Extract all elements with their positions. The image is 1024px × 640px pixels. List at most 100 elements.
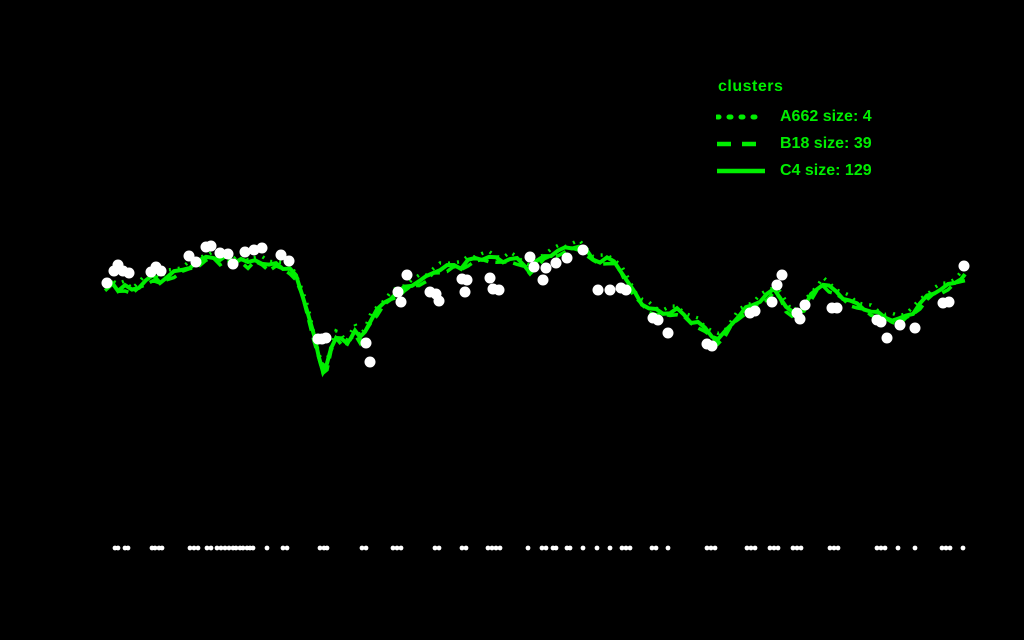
rug-dot — [607, 545, 613, 551]
data-point — [227, 258, 239, 270]
rug-dot — [159, 545, 165, 551]
rug-dot — [218, 545, 224, 551]
data-point — [239, 246, 251, 258]
data-point — [256, 242, 268, 254]
data-point — [831, 302, 843, 314]
rug-dot — [775, 545, 781, 551]
data-point — [766, 296, 778, 308]
rug-dot — [152, 545, 158, 551]
rug-dot — [708, 545, 714, 551]
data-point — [652, 314, 664, 326]
rug-dot — [359, 545, 365, 551]
data-point — [524, 251, 536, 263]
data-point — [776, 269, 788, 281]
data-point — [395, 296, 407, 308]
data-point — [662, 327, 674, 339]
rug-dot — [390, 545, 396, 551]
data-point — [799, 299, 811, 311]
rug-dot — [623, 545, 629, 551]
legend-item-label: C4 size: 129 — [780, 161, 872, 179]
legend-item-c4: C4 size: 129 — [716, 157, 872, 184]
data-point — [401, 269, 413, 281]
rug-dot — [798, 545, 804, 551]
rug-dot — [398, 545, 404, 551]
rug-dot — [394, 545, 400, 551]
data-point — [561, 252, 573, 264]
data-point — [433, 295, 445, 307]
rug-dot — [912, 545, 918, 551]
rug-dot — [233, 545, 239, 551]
data-point — [320, 332, 332, 344]
rug-dot — [831, 545, 837, 551]
rug-dot — [204, 545, 210, 551]
data-point — [550, 257, 562, 269]
data-point — [205, 240, 217, 252]
rug-dot — [485, 545, 491, 551]
rug-dot — [752, 545, 758, 551]
rug-dot — [882, 545, 888, 551]
rug-dot — [191, 545, 197, 551]
rug-dot — [125, 545, 131, 551]
trend-line-c4 — [104, 244, 967, 378]
rug-dot — [115, 545, 121, 551]
trend-line-a662 — [104, 237, 965, 368]
rug-dot — [195, 545, 201, 551]
rug-dot — [771, 545, 777, 551]
solid-line-sample-icon — [717, 168, 765, 173]
dotted-line-sample-icon — [716, 114, 766, 119]
rug-dot — [222, 545, 228, 551]
legend-item-a662: A662 size: 4 — [716, 103, 872, 130]
rug-dot — [208, 545, 214, 551]
rug-dot — [324, 545, 330, 551]
legend-title: clusters — [718, 78, 784, 95]
data-point — [493, 284, 505, 296]
rug-dot — [580, 545, 586, 551]
rug-dot — [878, 545, 884, 551]
data-point — [604, 284, 616, 296]
rug-dot — [665, 545, 671, 551]
rug-dot — [489, 545, 495, 551]
rug-dot — [280, 545, 286, 551]
rug-dot — [543, 545, 549, 551]
data-point — [275, 249, 287, 261]
rug-dot — [627, 545, 633, 551]
rug-dot — [712, 545, 718, 551]
chart-legend: clusters A662 size: 4 B18 size: 39 C4 si… — [716, 78, 872, 184]
data-point — [794, 313, 806, 325]
data-point — [706, 340, 718, 352]
data-point — [155, 265, 167, 277]
data-point — [749, 305, 761, 317]
rug-dot — [187, 545, 193, 551]
dashed-line-sample-icon — [717, 141, 765, 146]
rug-dot — [704, 545, 710, 551]
data-point — [459, 286, 471, 298]
rug-dot — [497, 545, 503, 551]
rug-dot — [553, 545, 559, 551]
data-point — [461, 274, 473, 286]
rug-dot — [835, 545, 841, 551]
rug-dot — [874, 545, 880, 551]
data-point — [909, 322, 921, 334]
data-point — [283, 255, 295, 267]
rug-dot — [214, 545, 220, 551]
rug-dot — [432, 545, 438, 551]
data-point — [190, 256, 202, 268]
data-point — [392, 286, 404, 298]
rug-dot — [459, 545, 465, 551]
data-point — [360, 337, 372, 349]
rug-dot — [525, 545, 531, 551]
legend-item-label: A662 size: 4 — [780, 107, 872, 125]
rug-dot — [939, 545, 945, 551]
rug-dot — [653, 545, 659, 551]
data-point — [881, 332, 893, 344]
data-point — [222, 248, 234, 260]
data-point — [875, 316, 887, 328]
data-point — [620, 284, 632, 296]
data-point — [214, 247, 226, 259]
rug-dot — [649, 545, 655, 551]
rug-dot — [943, 545, 949, 551]
rug-dot — [744, 545, 750, 551]
rug-dot — [250, 545, 256, 551]
